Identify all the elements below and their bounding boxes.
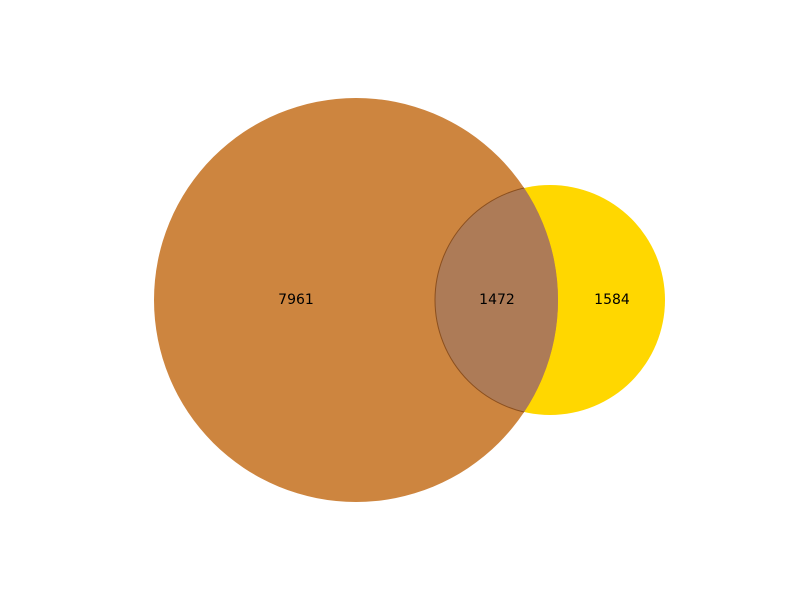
venn-set-left-circle — [154, 98, 558, 502]
venn-left-only-count: 7961 — [278, 292, 314, 308]
venn-right-only-count: 1584 — [594, 292, 630, 308]
venn-intersection-count: 1472 — [479, 292, 515, 308]
